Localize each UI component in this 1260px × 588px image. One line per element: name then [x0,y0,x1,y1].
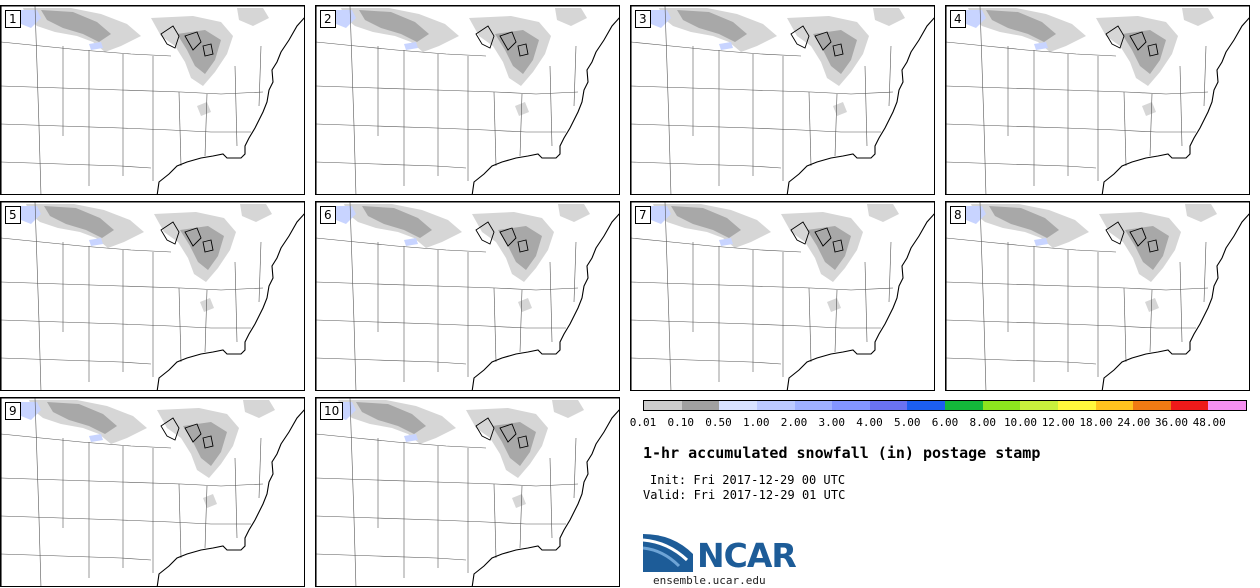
member-panel-9: 9 [0,397,305,587]
member-panel-10: 10 [315,397,620,587]
ncar-logo-text: NCAR [697,536,797,575]
colorbar-tick: 2.00 [780,416,808,429]
colorbar-tick: 18.00 [1079,416,1113,429]
member-label: 9 [5,402,21,420]
colorbar-segment [945,401,983,410]
member-panel-4: 4 [945,5,1250,195]
colorbar-segment [719,401,757,410]
colorbar-tick: 0.10 [667,416,695,429]
colorbar-tick: 10.00 [1003,416,1038,429]
member-label: 6 [320,206,336,224]
colorbar-segment [907,401,945,410]
colorbar-segment [1208,401,1246,410]
colorbar-segment [1170,401,1209,410]
snowfall-map [631,202,934,390]
colorbar-segment [1095,401,1134,410]
site-url: ensemble.ucar.edu [653,574,766,587]
snowfall-map [1,6,304,194]
member-label: 5 [5,206,21,224]
member-panel-5: 5 [0,201,305,391]
snowfall-map [1,398,304,586]
snowfall-map [1,202,304,390]
member-label: 7 [635,206,651,224]
colorbar-tick: 8.00 [969,416,997,429]
member-label: 2 [320,10,336,28]
colorbar-segment [756,401,795,410]
colorbar-tick: 24.00 [1117,416,1151,429]
snowfall-map [316,6,619,194]
member-panel-1: 1 [0,5,305,195]
colorbar-tick: 4.00 [856,416,883,429]
member-panel-2: 2 [315,5,620,195]
colorbar-segment [681,401,720,410]
colorbar-tick: 5.00 [894,416,921,429]
colorbar-tick: 1.00 [743,416,770,429]
snowfall-colorbar [643,400,1247,411]
colorbar-tick: 12.00 [1041,416,1075,429]
colorbar-segment [1133,401,1171,410]
figure-title: 1-hr accumulated snowfall (in) postage s… [643,444,1041,462]
colorbar-tick: 3.00 [818,416,846,429]
colorbar-segment [982,401,1021,410]
snowfall-map [631,6,934,194]
snowfall-map [316,398,619,586]
snowfall-map [946,6,1249,194]
member-panel-3: 3 [630,5,935,195]
colorbar-segment [1057,401,1096,410]
colorbar-tick: 0.01 [629,416,657,429]
init-time: Init: Fri 2017-12-29 00 UTC [650,473,846,487]
member-label: 4 [950,10,966,28]
member-panel-8: 8 [945,201,1250,391]
ncar-logo-icon [643,534,693,572]
member-label: 10 [320,402,344,420]
colorbar-tick: 48.00 [1192,416,1226,429]
valid-time: Valid: Fri 2017-12-29 01 UTC [643,488,846,502]
member-label: 8 [950,206,966,224]
snowfall-map [316,202,619,390]
colorbar-tick: 36.00 [1154,416,1189,429]
member-panel-7: 7 [630,201,935,391]
colorbar-tick: 0.50 [705,416,732,429]
colorbar-tick: 6.00 [931,416,959,429]
colorbar-segment [1020,401,1058,410]
colorbar-segment [869,401,908,410]
colorbar-segment [832,401,870,410]
member-label: 3 [635,10,651,28]
colorbar-segment [644,401,682,410]
colorbar-segment [794,401,833,410]
member-label: 1 [5,10,21,28]
snowfall-map [946,202,1249,390]
member-panel-6: 6 [315,201,620,391]
